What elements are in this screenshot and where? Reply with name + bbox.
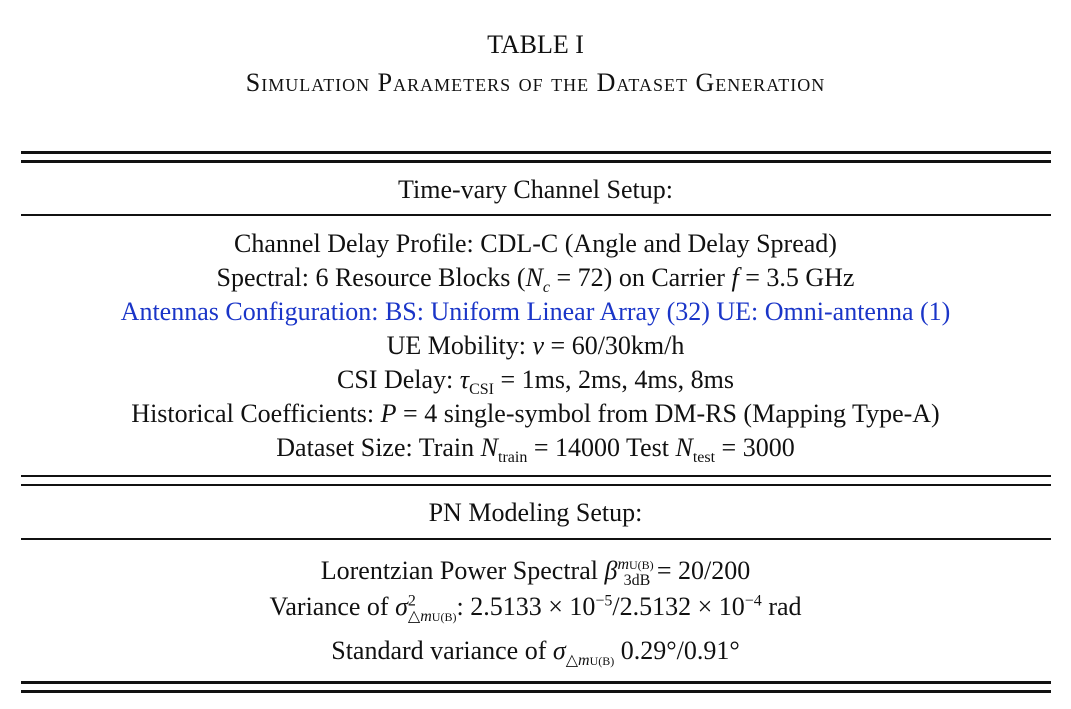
text-piece: f <box>731 263 739 292</box>
rule <box>21 484 1051 486</box>
text-piece: rad <box>761 592 802 621</box>
rule <box>21 681 1051 684</box>
text-piece: = 3000 <box>715 433 795 462</box>
text-piece: Historical Coefficients: <box>131 399 381 428</box>
text-piece: = 60/30km/h <box>544 331 685 360</box>
text-piece: CSI Delay: <box>336 365 460 394</box>
text-piece: β <box>604 556 618 585</box>
table-title: TABLE I <box>487 30 584 59</box>
text-piece: Spectral: 6 Resource Blocks ( <box>216 263 526 292</box>
text-piece: m <box>420 608 432 626</box>
text-piece: = 3.5 GHz <box>738 263 855 292</box>
param-line: Spectral: 6 Resource Blocks (Nc = 72) on… <box>0 263 1071 297</box>
rule <box>21 690 1051 693</box>
text-piece: △ <box>565 652 578 670</box>
rule <box>21 475 1051 477</box>
section-heading: PN Modeling Setup: <box>428 498 643 527</box>
text-piece: −5 <box>595 592 613 610</box>
param-line: CSI Delay: τCSI = 1ms, 2ms, 4ms, 8ms <box>0 365 1071 399</box>
rule <box>21 538 1051 540</box>
text-piece: Lorentzian Power Spectral <box>320 556 605 585</box>
text-piece: −4 <box>744 592 762 610</box>
text-piece: = 14000 Test <box>527 433 676 462</box>
text-piece: N <box>675 433 693 462</box>
text-piece: U(B) <box>431 610 457 625</box>
text-piece: U(B) <box>589 654 615 669</box>
param-line: Channel Delay Profile: CDL-C (Angle and … <box>0 229 1071 259</box>
text-piece: σ <box>395 592 408 621</box>
param-line: Variance of σ2△mU(B): 2.5133 × 10−5/2.51… <box>0 592 1071 626</box>
rule <box>21 151 1051 154</box>
text-piece: 3dB <box>623 572 651 590</box>
text-piece: /2.5132 × 10 <box>612 592 745 621</box>
text-piece: Standard variance of <box>331 636 553 665</box>
text-piece: = 4 single-symbol from DM-RS (Mapping Ty… <box>396 399 940 428</box>
param-line: Historical Coefficients: P = 4 single-sy… <box>0 399 1071 429</box>
text-piece: UE Mobility: <box>386 331 533 360</box>
text-piece: Channel Delay Profile: CDL-C (Angle and … <box>234 229 837 258</box>
text-piece: 0.29°/0.91° <box>614 636 740 665</box>
text-piece: Antennas Configuration: BS: Uniform Line… <box>120 297 951 326</box>
rule <box>21 160 1051 163</box>
text-piece: 2 <box>407 592 416 610</box>
text-piece: c <box>542 279 551 297</box>
text-piece: train <box>498 449 528 467</box>
text-piece: Dataset Size: Train <box>276 433 481 462</box>
text-piece: v <box>532 331 545 360</box>
text-piece: : 2.5133 × 10 <box>456 592 596 621</box>
text-piece: τ <box>459 365 470 394</box>
param-line: Lorentzian Power Spectral βmU(B)3dB = 20… <box>0 556 1071 590</box>
param-line: Antennas Configuration: BS: Uniform Line… <box>0 297 1071 327</box>
text-piece: = 1ms, 2ms, 4ms, 8ms <box>493 365 734 394</box>
text-piece: N <box>480 433 498 462</box>
table-subtitle: Simulation Parameters of the Dataset Gen… <box>245 68 826 97</box>
text-piece: CSI <box>469 381 494 399</box>
text-piece: test <box>692 449 716 467</box>
text-piece: N <box>525 263 543 292</box>
param-line: Dataset Size: Train Ntrain = 14000 Test … <box>0 433 1071 467</box>
text-piece: = 20/200 <box>650 556 751 585</box>
text-piece: = 72) on Carrier <box>550 263 732 292</box>
param-line: UE Mobility: v = 60/30km/h <box>0 331 1071 361</box>
text-piece: △ <box>407 608 421 626</box>
text-piece: σ <box>552 636 566 665</box>
text-piece: m <box>617 556 629 574</box>
section-heading: Time-vary Channel Setup: <box>398 175 673 204</box>
rule <box>21 214 1051 216</box>
text-piece: P <box>380 399 397 428</box>
text-piece: Variance of <box>269 592 396 621</box>
text-piece: U(B) <box>629 558 654 573</box>
text-piece: m <box>578 652 590 670</box>
param-line: Standard variance of σ△mU(B) 0.29°/0.91° <box>0 636 1071 670</box>
